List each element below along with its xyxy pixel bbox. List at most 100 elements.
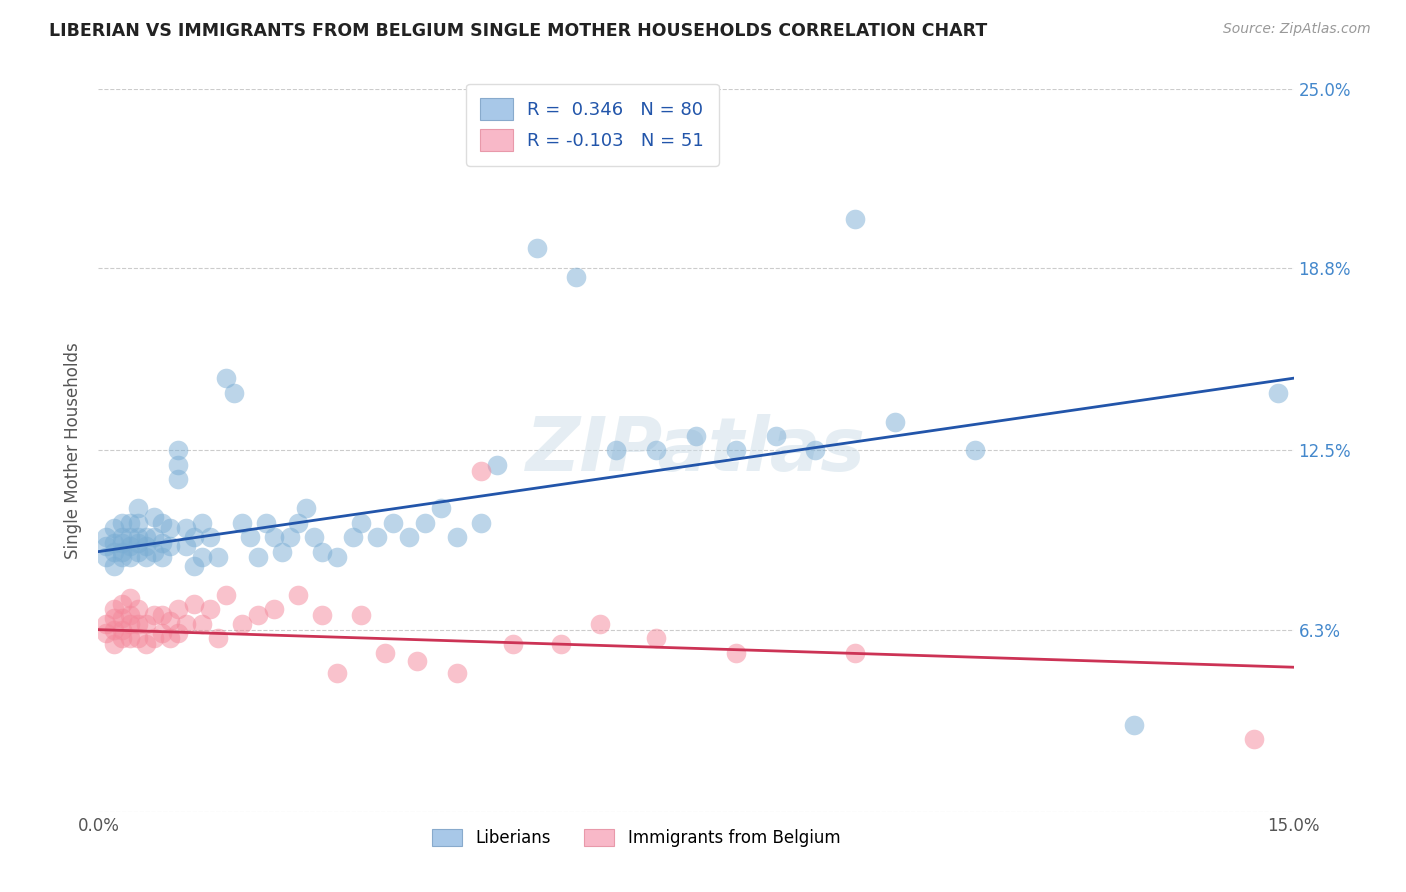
Point	[127, 536, 149, 550]
Point	[135, 530, 157, 544]
Point	[326, 665, 349, 680]
Point	[103, 521, 125, 535]
Point	[1123, 718, 1146, 732]
Point	[159, 521, 181, 535]
Point	[135, 539, 157, 553]
Point	[120, 632, 142, 646]
Point	[127, 530, 149, 544]
Point	[350, 608, 373, 623]
Point	[198, 602, 221, 616]
Point	[174, 616, 197, 631]
Point	[159, 539, 181, 553]
Point	[342, 530, 364, 544]
Point	[270, 544, 292, 558]
Point	[844, 646, 866, 660]
Point	[502, 637, 524, 651]
Point	[174, 539, 197, 553]
Point	[183, 530, 205, 544]
Point	[111, 550, 134, 565]
Point	[470, 464, 492, 478]
Point	[278, 530, 301, 544]
Point	[263, 530, 285, 544]
Point	[191, 550, 214, 565]
Point	[311, 608, 333, 623]
Point	[135, 550, 157, 565]
Point	[406, 655, 429, 669]
Point	[143, 632, 166, 646]
Point	[111, 623, 134, 637]
Point	[150, 516, 173, 530]
Point	[844, 212, 866, 227]
Point	[765, 429, 787, 443]
Point	[127, 632, 149, 646]
Point	[804, 443, 827, 458]
Point	[239, 530, 262, 544]
Point	[446, 665, 468, 680]
Point	[143, 530, 166, 544]
Point	[222, 385, 245, 400]
Point	[96, 550, 118, 565]
Text: ZIPatlas: ZIPatlas	[526, 414, 866, 487]
Point	[120, 550, 142, 565]
Point	[143, 608, 166, 623]
Point	[302, 530, 325, 544]
Point	[111, 536, 134, 550]
Point	[150, 608, 173, 623]
Point	[413, 516, 436, 530]
Point	[246, 608, 269, 623]
Point	[120, 608, 142, 623]
Point	[150, 536, 173, 550]
Point	[150, 550, 173, 565]
Point	[884, 415, 907, 429]
Point	[111, 516, 134, 530]
Point	[470, 516, 492, 530]
Point	[103, 637, 125, 651]
Point	[231, 616, 253, 631]
Point	[287, 516, 309, 530]
Point	[135, 616, 157, 631]
Point	[215, 588, 238, 602]
Point	[167, 458, 190, 472]
Point	[645, 443, 668, 458]
Point	[550, 637, 572, 651]
Point	[96, 539, 118, 553]
Point	[96, 625, 118, 640]
Point	[724, 646, 747, 660]
Point	[167, 602, 190, 616]
Point	[127, 616, 149, 631]
Point	[111, 597, 134, 611]
Point	[167, 625, 190, 640]
Point	[127, 501, 149, 516]
Point	[103, 602, 125, 616]
Point	[215, 371, 238, 385]
Point	[159, 614, 181, 628]
Point	[287, 588, 309, 602]
Point	[198, 530, 221, 544]
Point	[254, 516, 277, 530]
Point	[398, 530, 420, 544]
Point	[120, 539, 142, 553]
Point	[111, 632, 134, 646]
Point	[263, 602, 285, 616]
Point	[143, 510, 166, 524]
Point	[103, 623, 125, 637]
Point	[135, 637, 157, 651]
Point	[191, 516, 214, 530]
Point	[366, 530, 388, 544]
Point	[120, 616, 142, 631]
Point	[127, 544, 149, 558]
Point	[191, 616, 214, 631]
Point	[167, 443, 190, 458]
Point	[96, 616, 118, 631]
Point	[526, 241, 548, 255]
Point	[311, 544, 333, 558]
Point	[183, 559, 205, 574]
Point	[1267, 385, 1289, 400]
Point	[111, 544, 134, 558]
Point	[120, 516, 142, 530]
Point	[103, 536, 125, 550]
Point	[159, 632, 181, 646]
Point	[111, 530, 134, 544]
Point	[150, 625, 173, 640]
Point	[350, 516, 373, 530]
